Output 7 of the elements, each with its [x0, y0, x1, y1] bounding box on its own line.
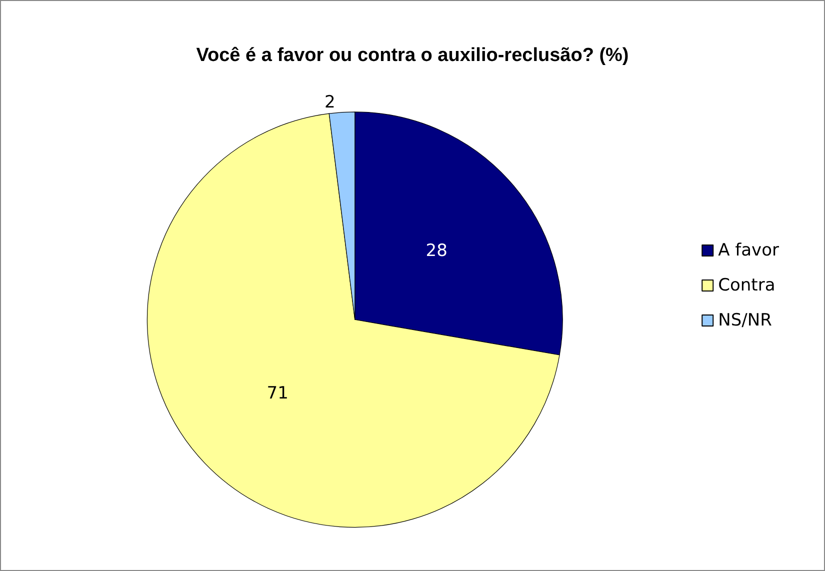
data-label: 71 — [266, 383, 288, 404]
legend-label: A favor — [718, 240, 780, 260]
chart-title: Você é a favor ou contra o auxilio-reclusão? (%) — [196, 45, 629, 66]
legend-label: Contra — [718, 276, 776, 296]
legend-label: NS/NR — [718, 310, 772, 330]
data-label: 28 — [426, 240, 448, 261]
data-label: 2 — [324, 92, 336, 112]
